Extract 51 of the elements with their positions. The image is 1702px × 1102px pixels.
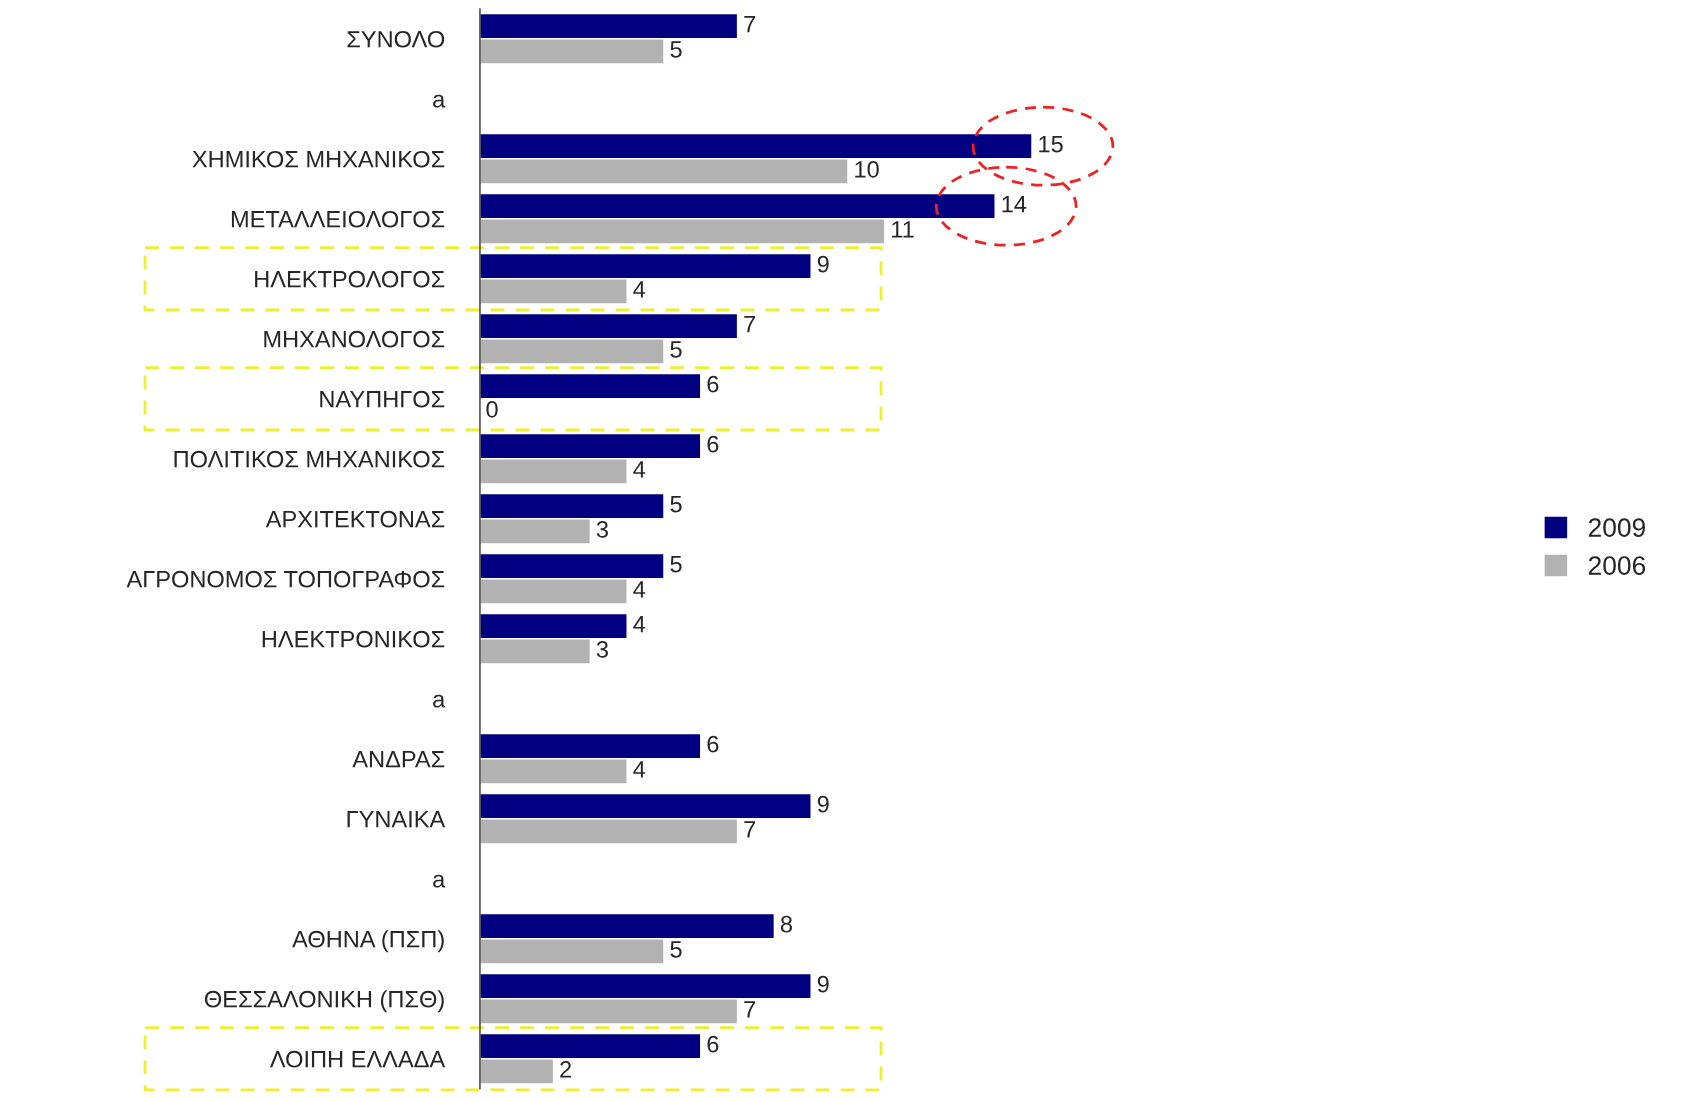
y-tick-label: a: [433, 874, 446, 888]
data-label: 7: [744, 316, 756, 333]
data-label: 2: [560, 1061, 572, 1078]
data-label: 8: [780, 915, 792, 933]
data-label: 3: [596, 521, 608, 538]
data-label: 4: [633, 281, 646, 298]
y-tick-label: ΗΛΕΚΤΡΟΛΟΓΟΣ: [255, 270, 445, 288]
y-tick-label: a: [433, 694, 446, 708]
y-tick-label: ΝΑΥΠΗΓΟΣ: [320, 390, 445, 408]
data-label: 15: [1039, 136, 1063, 153]
data-label: 6: [707, 375, 719, 393]
y-tick-label: ΑΘΗΝΑ (ΠΣΠ): [292, 930, 444, 953]
y-tick-label: ΑΓΡΟΝΟΜΟΣ ΤΟΠΟΓΡΑΦΟΣ: [126, 570, 445, 588]
data-label: 9: [817, 975, 829, 993]
data-label: 7: [744, 1001, 756, 1018]
data-label: 11: [892, 221, 914, 238]
data-label: 0: [486, 401, 498, 418]
y-tick-label: ΠΟΛΙΤΙΚΟΣ ΜΗΧΑΝΙΚΟΣ: [174, 450, 445, 468]
y-tick-label: a: [433, 94, 446, 108]
y-tick-label: ΜΗΧΑΝΟΛΟΓΟΣ: [264, 330, 445, 348]
data-label: 9: [817, 255, 829, 273]
data-label: 5: [670, 941, 682, 958]
data-label: 7: [744, 821, 756, 838]
data-label: 6: [707, 735, 719, 753]
y-tick-label: ΧΗΜΙΚΟΣ ΜΗΧΑΝΙΚΟΣ: [192, 150, 445, 168]
data-label: 4: [633, 761, 646, 778]
bar: [479, 372, 702, 400]
data-label: 14: [1002, 196, 1027, 213]
data-label: 6: [707, 435, 719, 453]
y-tick-label: ΓΥΝΑΙΚΑ: [347, 811, 446, 828]
y-tick-label: ΘΕΣΣΑΛΟΝΙΚΗ (ΠΣΘ): [204, 990, 444, 1013]
y-tick-label: ΣΥΝΟΛΟ: [347, 30, 445, 48]
data-label: 5: [670, 341, 682, 358]
legend-label: 2006: [1588, 556, 1646, 575]
data-label: 5: [670, 496, 682, 513]
data-label: 9: [817, 795, 829, 813]
data-label: 6: [707, 1035, 719, 1053]
data-label: 4: [633, 461, 646, 478]
y-tick-label: ΗΛΕΚΤΡΟΝΙΚΟΣ: [262, 630, 445, 648]
data-label: 4: [633, 616, 646, 633]
y-tick-label: ΑΡΧΙΤΕΚΤΟΝΑΣ: [265, 510, 445, 528]
data-label: 10: [855, 161, 879, 178]
legend-label: 2009: [1588, 518, 1646, 537]
y-tick-label: ΛΟΙΠΗ ΕΛΛΑΔΑ: [269, 1050, 446, 1068]
data-label: 5: [670, 41, 682, 58]
y-tick-label: ΜΕΤΑΛΛΕΙΟΛΟΓΟΣ: [231, 210, 445, 228]
data-label: 4: [633, 581, 646, 598]
data-label: 5: [670, 556, 682, 573]
data-label: 3: [596, 641, 608, 658]
y-tick-label: ΑΝΔΡΑΣ: [352, 751, 445, 768]
data-label: 7: [744, 16, 756, 33]
